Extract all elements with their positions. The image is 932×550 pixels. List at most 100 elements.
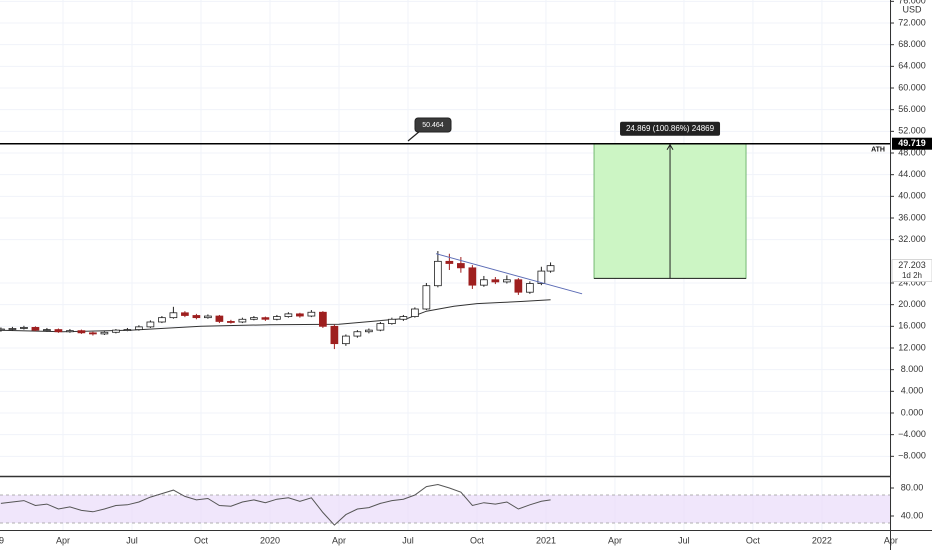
candle-body (112, 329, 120, 333)
rsi-pane (0, 483, 890, 526)
x-tick-label: Oct (194, 535, 209, 545)
ath-price-box (892, 137, 932, 150)
candle-body (123, 329, 132, 331)
candle-body (215, 315, 224, 322)
y-tick-label: 16.000 (898, 321, 926, 331)
candle-body (192, 315, 201, 319)
y-tick-label: 72.000 (898, 17, 926, 27)
ath-price-label: 49.719 (898, 138, 926, 148)
candle-body (342, 335, 350, 345)
x-tick-label: Oct (746, 535, 761, 545)
candle-body (66, 330, 74, 333)
candle-body (284, 313, 293, 317)
y-tick-label: 44.000 (898, 169, 926, 179)
callout-label: 50.464 (422, 122, 444, 129)
y-tick-label: 0.000 (901, 407, 924, 417)
candle-body (0, 328, 5, 331)
y-tick-label: 56.000 (898, 104, 926, 114)
candle-body (54, 329, 63, 333)
candle-body (376, 323, 385, 331)
candle-body (491, 279, 500, 283)
candle-body (422, 285, 431, 310)
x-tick-label: 2021 (536, 535, 556, 545)
callout-box (414, 117, 452, 133)
candle-body (365, 329, 373, 333)
current-price-label: 27.203 (898, 260, 926, 270)
x-tick-label: Oct (470, 535, 485, 545)
x-tick-label: Apr (332, 535, 346, 545)
price-pane (0, 142, 890, 350)
candle-body (89, 332, 97, 335)
y-tick-label: 8.000 (901, 364, 924, 374)
trendline (435, 253, 583, 295)
candle-body (296, 313, 304, 317)
candle-body (204, 315, 212, 319)
measure-arrowhead (666, 143, 674, 150)
x-tick-label: 2020 (260, 535, 280, 545)
rsi-band (0, 495, 890, 524)
candle-body (388, 318, 396, 325)
candle-body (330, 325, 339, 345)
candle-body (181, 312, 189, 316)
x-tick-label: Apr (608, 535, 622, 545)
countdown-label: 1d 2h (902, 271, 922, 280)
candle-body (434, 260, 442, 287)
candle-body (238, 318, 247, 323)
x-tick-label: Apr (56, 535, 70, 545)
y-tick-label: 52.000 (898, 126, 926, 136)
overlay-layer: 24.869 (100.86%) 24869 50.464 ATH 49.719 27.… (407, 117, 932, 282)
measure-label-box (620, 121, 721, 136)
candle-body (399, 316, 408, 320)
candle-body (319, 311, 327, 327)
candle-body (250, 317, 258, 320)
x-tick-label: 2019 (0, 535, 4, 545)
y-tick-label: 40.000 (898, 191, 926, 201)
ath-label: ATH (871, 147, 885, 154)
candle-body (20, 327, 28, 329)
y-tick-label: 20.000 (898, 299, 926, 309)
candle-body (273, 316, 281, 320)
y-tick-label: 36.000 (898, 212, 926, 222)
y-tick-label: 48.000 (898, 147, 926, 157)
candle-body (526, 283, 534, 293)
candle-body (158, 317, 166, 323)
candle-body (546, 265, 555, 272)
candle-body (468, 267, 477, 286)
x-tick-label: Jul (126, 535, 138, 545)
rsi-tick-label: 40.00 (901, 510, 924, 520)
candle-body (31, 327, 40, 331)
x-tick-label: Jul (678, 535, 690, 545)
y-tick-label: 60.000 (898, 82, 926, 92)
y-tick-label: 68.000 (898, 39, 926, 49)
candle-body (353, 331, 362, 337)
x-tick-label: Apr (884, 535, 898, 545)
y-tick-label: −8.000 (898, 451, 926, 461)
x-tick-label: 2022 (812, 535, 832, 545)
y-tick-label: 76.000 (898, 0, 926, 6)
y-tick-label: 32.000 (898, 234, 926, 244)
candle-body (537, 270, 546, 284)
candle-body (457, 263, 465, 269)
candle-body (100, 331, 109, 335)
current-price-box (891, 259, 932, 282)
candle-body (135, 326, 143, 330)
candle-body (514, 279, 523, 293)
candle-body (445, 260, 454, 264)
x-tick-label: Jul (402, 535, 414, 545)
candle-body (227, 321, 235, 323)
candle-body (8, 328, 17, 330)
moving-average (0, 299, 551, 333)
candle-body (77, 330, 86, 334)
candle-body (411, 308, 419, 317)
candle-body (169, 312, 178, 319)
callout-tail (407, 130, 421, 142)
candle-body (43, 329, 51, 331)
rsi-tick-label: 80.00 (901, 482, 924, 492)
candle-body (307, 311, 316, 317)
candle-body (480, 279, 488, 286)
y-tick-label: 24.000 (898, 277, 926, 287)
